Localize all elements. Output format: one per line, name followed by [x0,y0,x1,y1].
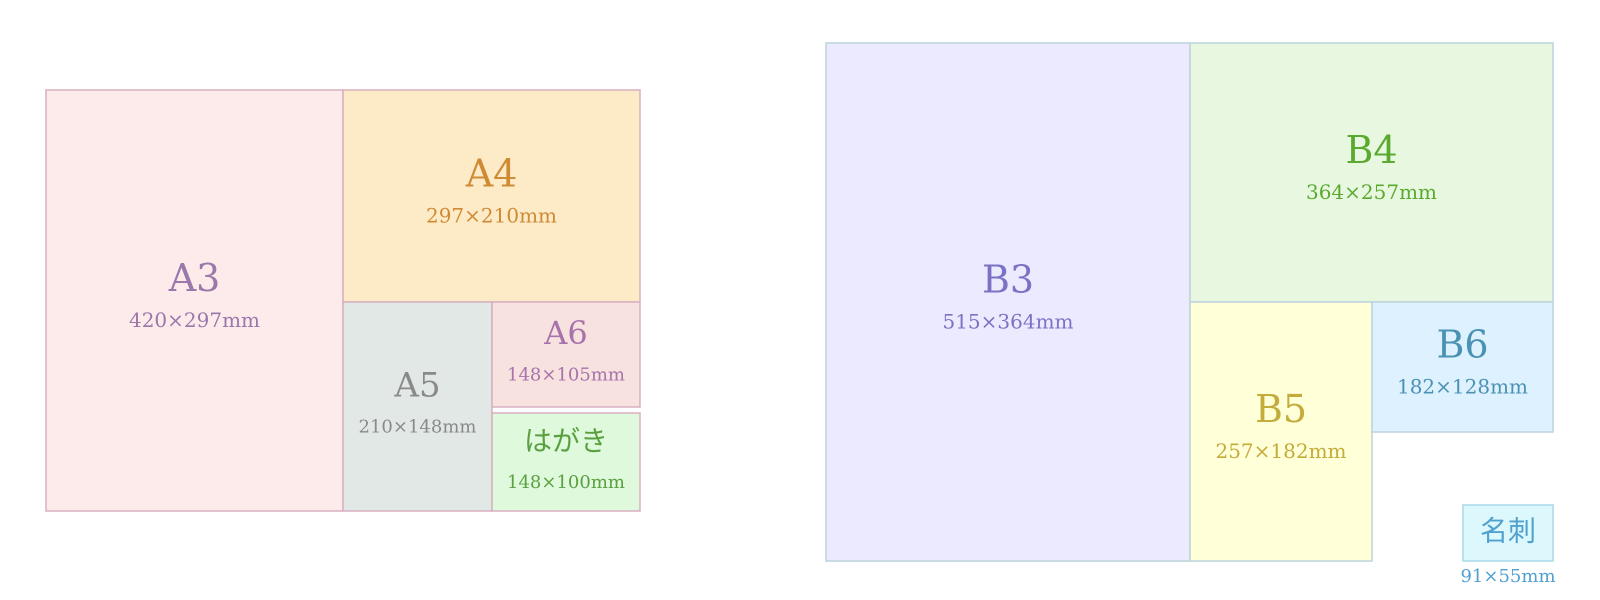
paper-rect [491,301,641,408]
paper-size: 148×105mm [507,365,625,386]
paper-size: 91×55mm [1460,566,1555,587]
paper-label: A5 [393,366,440,406]
paper-rect [825,42,1191,562]
paper-size: 210×148mm [359,417,477,438]
paper-size: 148×100mm [507,472,625,493]
paper-size: 515×364mm [942,310,1073,334]
paper-size: 420×297mm [129,308,260,332]
paper-rect [491,412,641,512]
paper-label: A3 [168,256,221,300]
paper-label: A4 [465,152,518,196]
paper-rect [1189,42,1554,303]
paper-rect [342,89,641,303]
paper-rect [45,89,344,512]
paper-rect [1371,301,1554,433]
paper-rect [1462,504,1554,562]
paper-size: 297×210mm [426,204,557,228]
paper-rect [342,301,493,512]
paper-size: 182×128mm [1397,375,1528,399]
paper-size: 257×182mm [1215,439,1346,463]
paper-label: B3 [982,258,1034,302]
paper-label: B6 [1436,323,1488,367]
paper-label: 名刺 [1480,515,1536,548]
paper-label: はがき [524,425,608,458]
paper-label: B5 [1255,387,1307,431]
paper-label: A6 [543,314,587,352]
paper-rect [1189,301,1373,562]
paper-label: B4 [1345,128,1397,172]
paper-size: 364×257mm [1306,180,1437,204]
